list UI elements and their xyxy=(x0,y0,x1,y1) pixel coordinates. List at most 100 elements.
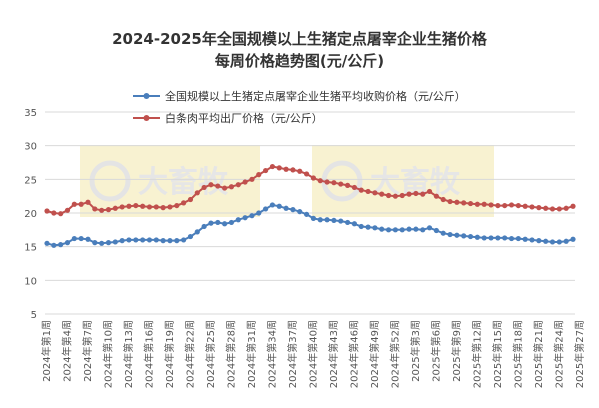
data-point xyxy=(283,205,289,211)
data-point xyxy=(508,235,515,242)
data-point xyxy=(242,215,248,221)
data-point xyxy=(71,235,77,242)
series-1 xyxy=(44,202,576,248)
data-point xyxy=(215,219,221,226)
y-tick-label: 5 xyxy=(31,310,37,321)
x-tick-label: 2024年第40周 xyxy=(306,320,319,388)
logo-icon xyxy=(89,160,131,202)
data-point xyxy=(454,199,460,205)
data-point xyxy=(64,240,71,246)
data-point xyxy=(160,205,166,211)
data-point xyxy=(269,202,276,208)
x-tick-label: 2024年第46周 xyxy=(347,320,360,388)
data-point xyxy=(262,167,269,174)
data-point xyxy=(228,184,235,190)
data-point xyxy=(440,230,446,236)
data-point xyxy=(385,192,392,199)
data-point xyxy=(105,207,112,213)
data-point xyxy=(269,163,276,170)
data-point xyxy=(249,176,255,182)
data-point xyxy=(406,226,412,232)
data-point xyxy=(351,221,358,227)
data-point xyxy=(467,200,474,207)
data-point xyxy=(235,217,241,223)
data-point xyxy=(167,238,173,244)
data-point xyxy=(556,206,562,212)
data-point xyxy=(563,238,569,244)
y-tick-label: 30 xyxy=(24,142,37,153)
x-tick-label: 2024年第28周 xyxy=(224,320,237,388)
data-point xyxy=(481,201,487,207)
data-point xyxy=(420,191,426,197)
data-point xyxy=(543,205,549,211)
data-point xyxy=(529,237,535,243)
data-point xyxy=(536,238,542,244)
y-tick-label: 35 xyxy=(24,108,37,119)
data-point xyxy=(536,205,542,211)
y-tick-label: 25 xyxy=(24,175,37,186)
data-point xyxy=(99,240,105,246)
data-point xyxy=(474,201,480,207)
x-tick-label: 2024年第25周 xyxy=(204,320,217,388)
data-point xyxy=(167,204,173,210)
chart-subtitle: 每周价格趋势图(元/公斤) xyxy=(214,52,385,70)
data-point xyxy=(187,233,194,240)
data-point xyxy=(201,223,207,230)
data-point xyxy=(85,199,91,205)
y-tick-label: 20 xyxy=(24,209,37,220)
data-point xyxy=(133,202,139,209)
x-tick-label: 2025年第27周 xyxy=(573,320,586,388)
y-tick-label: 10 xyxy=(24,276,37,287)
data-point xyxy=(58,211,64,217)
data-point xyxy=(208,220,214,226)
data-point xyxy=(447,231,453,238)
data-point xyxy=(126,203,132,209)
data-point xyxy=(78,235,84,242)
data-point xyxy=(372,225,378,231)
data-point xyxy=(365,188,371,195)
data-point xyxy=(256,210,262,216)
data-point xyxy=(112,239,118,245)
data-point xyxy=(433,193,439,199)
x-axis-ticks: 2024年第1周 2024年第4周 2024年第7周 2024年第10周 2024年第1… xyxy=(40,320,586,388)
data-point xyxy=(399,192,405,199)
watermark: 大畜牧 xyxy=(312,145,494,217)
data-point xyxy=(92,206,98,212)
data-point xyxy=(235,182,241,188)
data-point xyxy=(502,202,508,209)
data-point xyxy=(242,179,248,185)
data-point xyxy=(283,166,289,172)
data-point xyxy=(105,240,112,246)
data-point xyxy=(208,182,214,188)
x-tick-label: 2024年第4周 xyxy=(60,320,73,382)
data-point xyxy=(174,238,180,244)
data-point xyxy=(160,238,166,244)
legend-item: 全国规模以上生猪定点屠宰企业生猪平均收购价格（元/公斤） xyxy=(133,89,466,103)
data-point xyxy=(92,240,98,246)
data-point xyxy=(426,188,433,195)
data-point xyxy=(549,239,556,245)
data-point xyxy=(474,234,480,240)
data-point xyxy=(85,236,91,242)
data-point xyxy=(276,165,282,171)
legend-label: 白条肉平均出厂价格（元/公斤） xyxy=(165,111,323,125)
data-point xyxy=(549,206,556,212)
x-tick-label: 2024年第7周 xyxy=(81,320,94,382)
data-point xyxy=(324,217,330,223)
x-tick-label: 2025年第9周 xyxy=(450,320,463,382)
data-point xyxy=(413,226,419,232)
data-point xyxy=(140,237,146,243)
data-point xyxy=(392,227,398,233)
data-point xyxy=(310,215,317,221)
data-point xyxy=(515,202,521,209)
data-point xyxy=(249,213,255,219)
data-point xyxy=(119,238,125,244)
legend-marker xyxy=(143,93,150,99)
data-point xyxy=(522,236,528,242)
x-tick-label: 2025年第6周 xyxy=(429,320,442,382)
data-point xyxy=(133,237,139,243)
data-point xyxy=(44,208,50,214)
data-point xyxy=(303,171,310,177)
data-point xyxy=(51,242,57,248)
